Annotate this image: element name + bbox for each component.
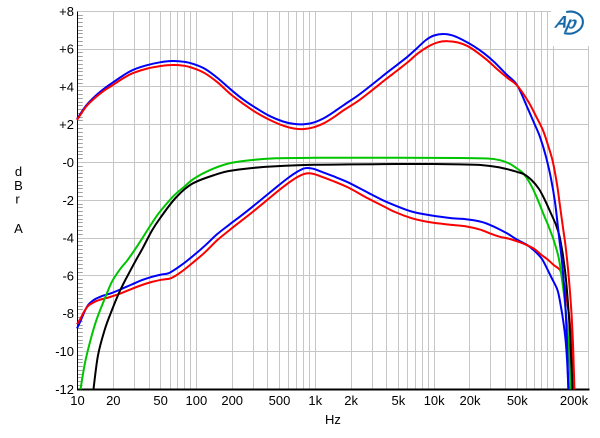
svg-text:p: p xyxy=(564,13,580,33)
svg-text:10: 10 xyxy=(70,393,84,408)
svg-text:A: A xyxy=(14,221,23,236)
svg-text:20k: 20k xyxy=(460,393,481,408)
svg-text:A: A xyxy=(552,12,570,32)
svg-text:20: 20 xyxy=(106,393,120,408)
svg-text:200: 200 xyxy=(221,393,243,408)
svg-text:500: 500 xyxy=(269,393,291,408)
svg-text:B: B xyxy=(14,178,23,193)
svg-text:-6: -6 xyxy=(62,268,74,283)
svg-text:-0: -0 xyxy=(62,155,74,170)
svg-text:-12: -12 xyxy=(55,382,74,397)
svg-text:r: r xyxy=(15,192,20,207)
svg-text:-10: -10 xyxy=(55,344,74,359)
svg-text:+2: +2 xyxy=(59,117,74,132)
svg-text:-2: -2 xyxy=(62,193,74,208)
svg-text:1k: 1k xyxy=(308,393,322,408)
svg-text:+4: +4 xyxy=(59,79,74,94)
svg-text:-8: -8 xyxy=(62,306,74,321)
svg-text:50: 50 xyxy=(153,393,167,408)
svg-text:+6: +6 xyxy=(59,42,74,57)
svg-text:10k: 10k xyxy=(424,393,445,408)
svg-text:50k: 50k xyxy=(507,393,528,408)
svg-text:-4: -4 xyxy=(62,231,74,246)
svg-text:d: d xyxy=(15,164,22,179)
svg-text:Hz: Hz xyxy=(325,412,341,427)
svg-text:2k: 2k xyxy=(344,393,358,408)
svg-text:200k: 200k xyxy=(560,393,589,408)
svg-text:5k: 5k xyxy=(392,393,406,408)
svg-text:100: 100 xyxy=(186,393,208,408)
svg-text:+8: +8 xyxy=(59,4,74,19)
